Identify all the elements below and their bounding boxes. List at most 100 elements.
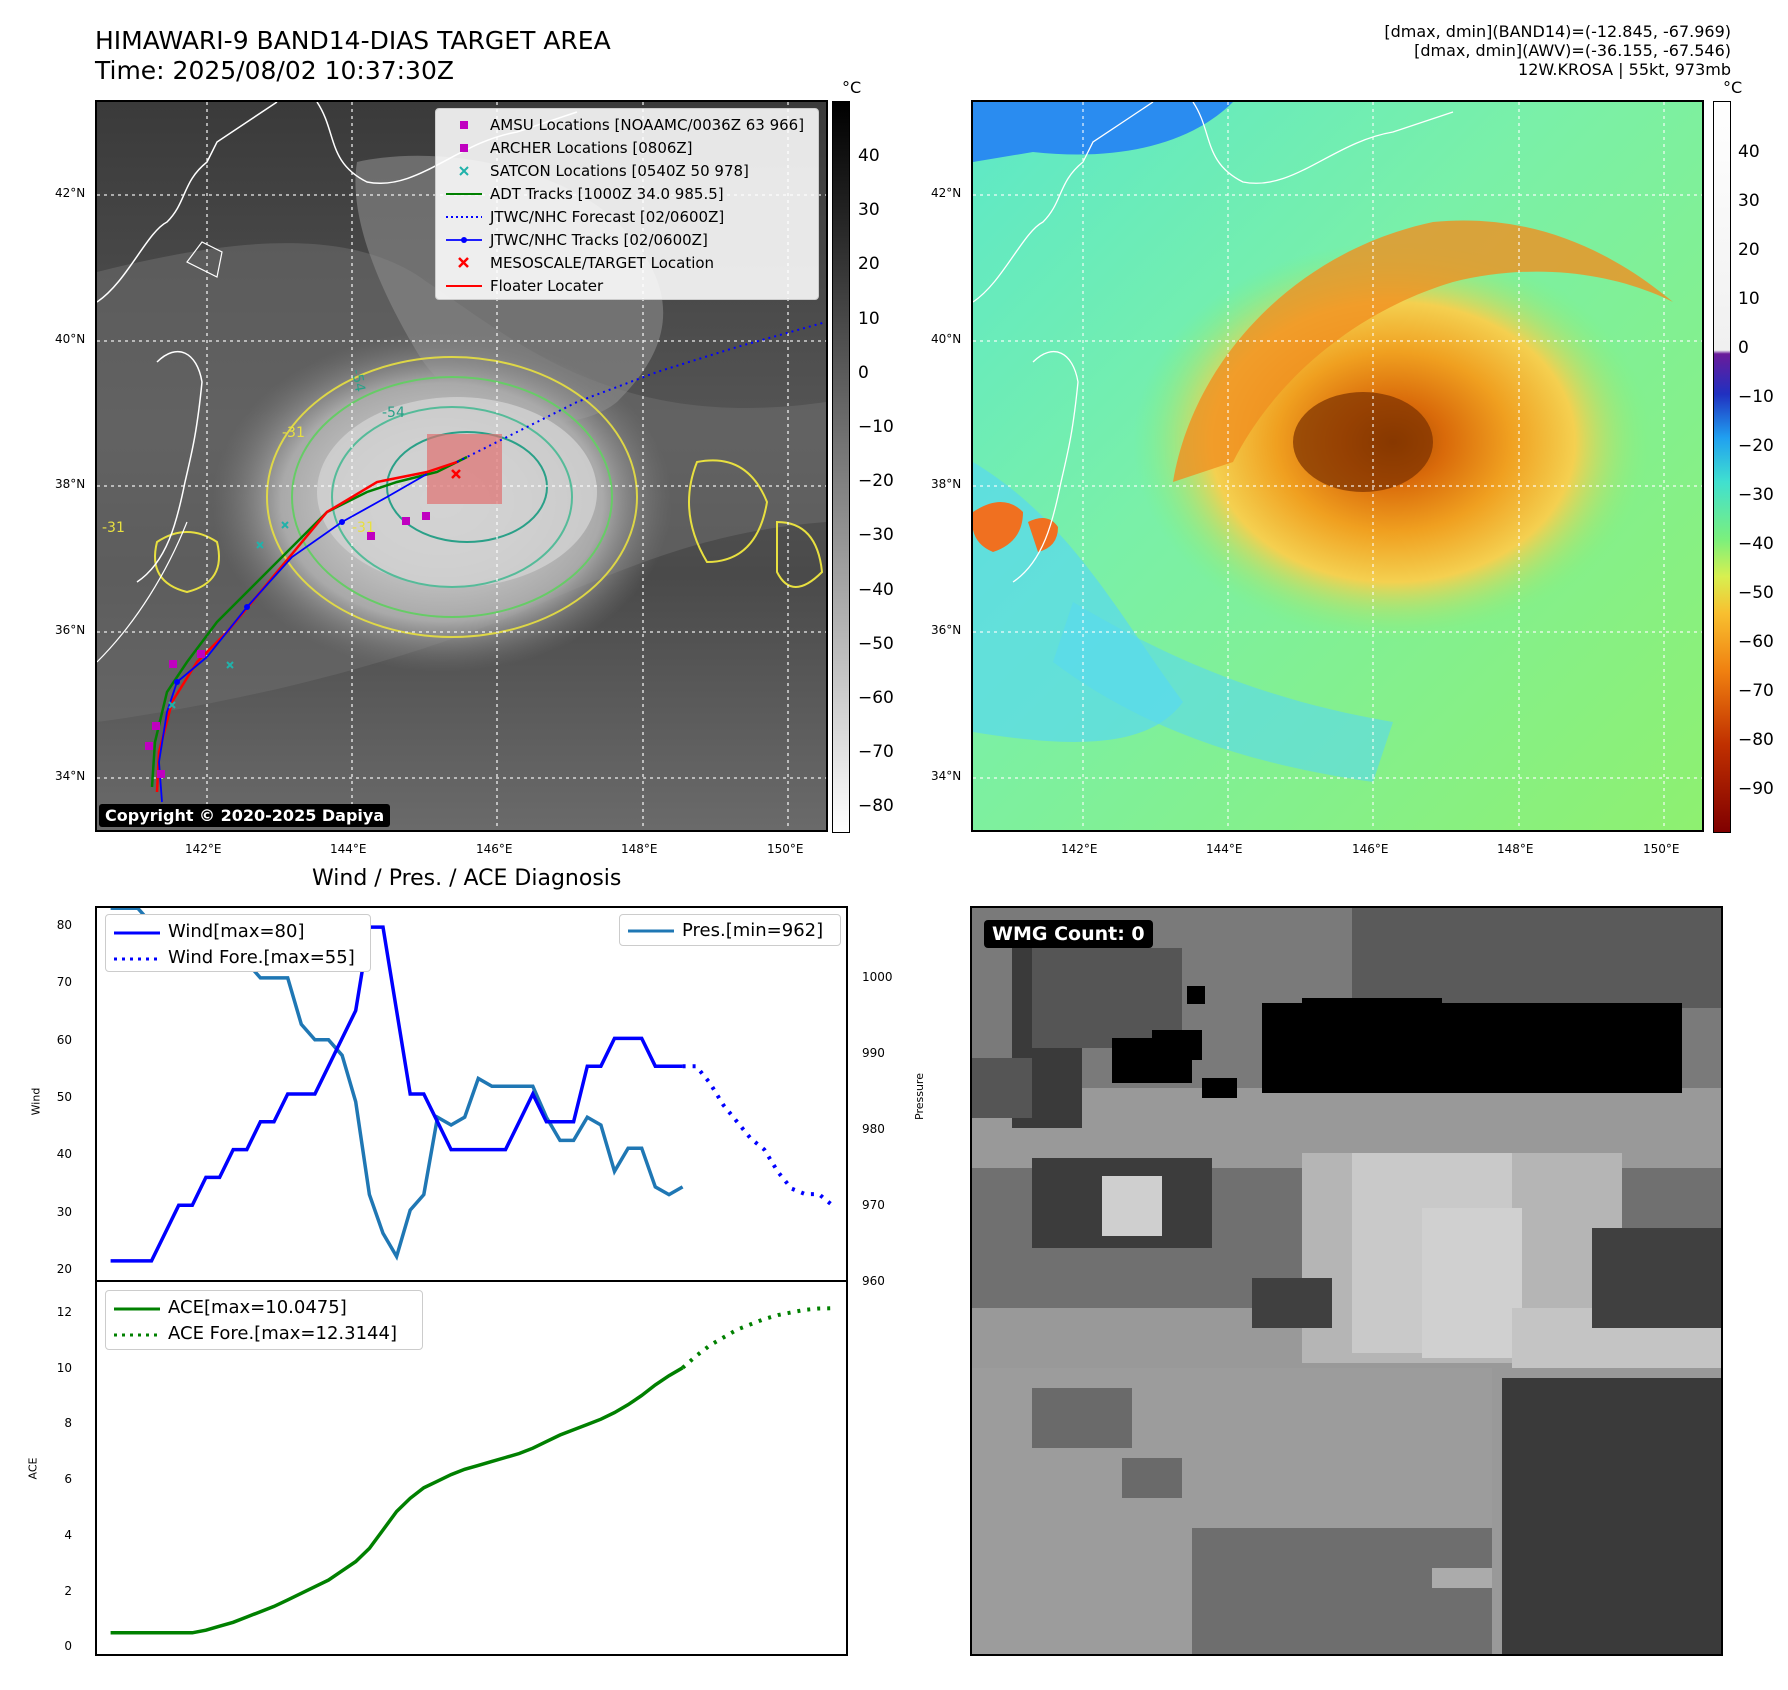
lat-label: 38°N: [931, 477, 962, 491]
square-marker-icon: [460, 144, 468, 152]
legend-label: ADT Tracks [1000Z 34.0 985.5]: [490, 185, 724, 203]
contour-label: -31: [102, 520, 125, 536]
pres-legend-line: [628, 929, 674, 933]
colorbar-unit: °C: [1723, 78, 1743, 97]
axis-tick: 50: [56, 1089, 72, 1104]
target-marker: [451, 469, 461, 479]
copyright-label: Copyright © 2020-2025 Dapiya: [99, 804, 391, 827]
lon-label: 144°E: [330, 842, 367, 856]
colorbar-tick: 0: [858, 362, 869, 383]
awv-range: [dmax, dmin](AWV)=(-36.155, -67.546): [1414, 41, 1731, 60]
contour-label: -31: [282, 425, 305, 441]
lat-label: 38°N: [55, 477, 86, 491]
legend-label: AMSU Locations [NOAAMC/0036Z 63 966]: [490, 116, 805, 134]
lon-label: 150°E: [767, 842, 804, 856]
lat-label: 34°N: [931, 769, 962, 783]
colorbar-tick: 40: [858, 146, 880, 166]
colorbar-tick: −80: [1738, 730, 1774, 750]
legend-label: JTWC/NHC Tracks [02/0600Z]: [490, 231, 708, 249]
wmg-panel[interactable]: WMG Count: 0: [970, 906, 1723, 1656]
ace-legend-label: ACE[max=10.0475]: [168, 1297, 347, 1318]
line-marker-icon: [446, 285, 482, 287]
ace-forecast-line: [681, 1306, 833, 1370]
ace-plot[interactable]: ACE[max=10.0475] ACE Fore.[max=12.3144]: [95, 1280, 848, 1656]
lat-label: 42°N: [55, 186, 86, 200]
colorbar-tick: −40: [1738, 534, 1774, 554]
colorbar-tick: −20: [858, 471, 894, 492]
colorbar-tick: 30: [858, 200, 880, 221]
diagnosis-title: Wind / Pres. / ACE Diagnosis: [312, 866, 622, 891]
colorbar-tick: −50: [1738, 583, 1774, 603]
colorbar-tick: −80: [858, 796, 894, 817]
map-legend: AMSU Locations [NOAAMC/0036Z 63 966] ARC…: [435, 108, 819, 300]
legend-label: ARCHER Locations [0806Z]: [490, 139, 693, 157]
x-marker-icon: [458, 257, 469, 268]
colorbar-tick: −10: [1738, 387, 1774, 407]
ace-legend: ACE[max=10.0475] ACE Fore.[max=12.3144]: [105, 1290, 423, 1350]
colorbar-tick: 10: [858, 308, 880, 329]
colorbar-tick: 0: [1738, 338, 1749, 358]
colorbar-tick: −90: [1738, 779, 1774, 799]
track-points: [174, 519, 345, 685]
ace-svg: [110, 1306, 833, 1635]
colorbar-tick: −10: [858, 417, 894, 437]
colorbar-tick: −60: [858, 688, 894, 708]
line-dot-icon: [446, 237, 482, 243]
axis-tick: 4: [64, 1527, 72, 1542]
line-marker-icon: [446, 193, 482, 195]
wv-map-image: [973, 102, 1702, 830]
axis-tick: 70: [56, 975, 72, 990]
lat-label: 36°N: [55, 623, 86, 637]
axis-tick: 60: [56, 1032, 72, 1047]
colorbar-tick: −30: [1738, 485, 1774, 505]
ace-fore-legend-label: ACE Fore.[max=12.3144]: [168, 1323, 397, 1344]
lon-label: 146°E: [1352, 842, 1389, 856]
colorbar-tick: −20: [1738, 436, 1774, 456]
axis-tick: 80: [56, 918, 72, 932]
colorbar-tick: 20: [858, 254, 880, 275]
axis-tick: 20: [56, 1261, 72, 1276]
wmg-count-badge: WMG Count: 0: [984, 920, 1153, 948]
chart-title: HIMAWARI-9 BAND14-DIAS TARGET AREA: [95, 26, 611, 55]
lon-label: 142°E: [1061, 842, 1098, 856]
colorbar-tick: 40: [1738, 142, 1760, 162]
dotted-line-icon: [446, 216, 482, 218]
pressure-legend: Pres.[min=962]: [619, 914, 841, 946]
ir-map-panel[interactable]: -54 -54 -31 -31 -31 AMSU Locations [NOAA…: [95, 100, 828, 832]
lon-label: 148°E: [1497, 842, 1534, 856]
axis-tick: 990: [862, 1046, 885, 1060]
axis-tick: 6: [64, 1472, 72, 1487]
wv-map-panel[interactable]: [971, 100, 1704, 832]
lon-label: 142°E: [185, 842, 222, 856]
wind-forecast-line: [682, 1064, 834, 1207]
contour-label: -31: [352, 520, 375, 536]
ace-legend-lines: [114, 1307, 160, 1337]
lon-label: 144°E: [1206, 842, 1243, 856]
stats-info: [dmax, dmin](BAND14)=(-12.845, -67.969) …: [1131, 22, 1731, 79]
wind-line: [110, 925, 683, 1263]
axis-tick: 10: [56, 1360, 72, 1375]
ace-line: [110, 1366, 684, 1635]
colorbar-tick: 30: [1738, 191, 1760, 211]
colorbar-tick: 10: [1738, 289, 1760, 309]
wind-pressure-plot[interactable]: Wind[max=80] Wind Fore.[max=55] Pres.[mi…: [95, 906, 848, 1282]
colorbar-tick: −30: [858, 525, 894, 546]
wind-legend-lines: [114, 931, 160, 961]
colorbar-unit: °C: [842, 78, 862, 97]
wmg-image: [972, 908, 1721, 1654]
storm-info: 12W.KROSA | 55kt, 973mb: [1518, 60, 1731, 79]
legend-label: SATCON Locations [0540Z 50 978]: [490, 162, 749, 180]
axis-tick: 40: [56, 1147, 72, 1162]
axis-tick: 1000: [862, 970, 893, 984]
legend-label: JTWC/NHC Forecast [02/0600Z]: [490, 208, 725, 226]
lat-label: 42°N: [931, 186, 962, 200]
contour-label: -54: [382, 405, 405, 421]
satcon-markers: [168, 521, 289, 709]
chart-time: Time: 2025/08/02 10:37:30Z: [95, 56, 454, 85]
colorbar-tick: −50: [858, 633, 894, 654]
lat-label: 36°N: [931, 623, 962, 637]
square-marker-icon: [460, 121, 468, 129]
lon-label: 150°E: [1643, 842, 1680, 856]
axis-tick: 970: [862, 1198, 885, 1212]
colorbar-tick: −70: [1738, 681, 1774, 701]
